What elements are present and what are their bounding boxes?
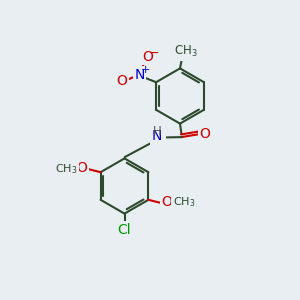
Text: O: O bbox=[76, 161, 87, 175]
Text: N: N bbox=[152, 129, 162, 143]
Text: N: N bbox=[134, 68, 145, 82]
Text: O: O bbox=[142, 50, 153, 64]
Text: O: O bbox=[200, 127, 210, 141]
Text: O: O bbox=[116, 74, 127, 88]
Text: +: + bbox=[140, 65, 150, 75]
Text: CH$_3$: CH$_3$ bbox=[56, 162, 78, 176]
Text: −: − bbox=[148, 47, 159, 60]
Text: H: H bbox=[153, 124, 162, 138]
Text: O: O bbox=[161, 195, 172, 209]
Text: Cl: Cl bbox=[118, 223, 131, 236]
Text: CH$_3$: CH$_3$ bbox=[174, 44, 198, 59]
Text: CH$_3$: CH$_3$ bbox=[172, 195, 195, 209]
